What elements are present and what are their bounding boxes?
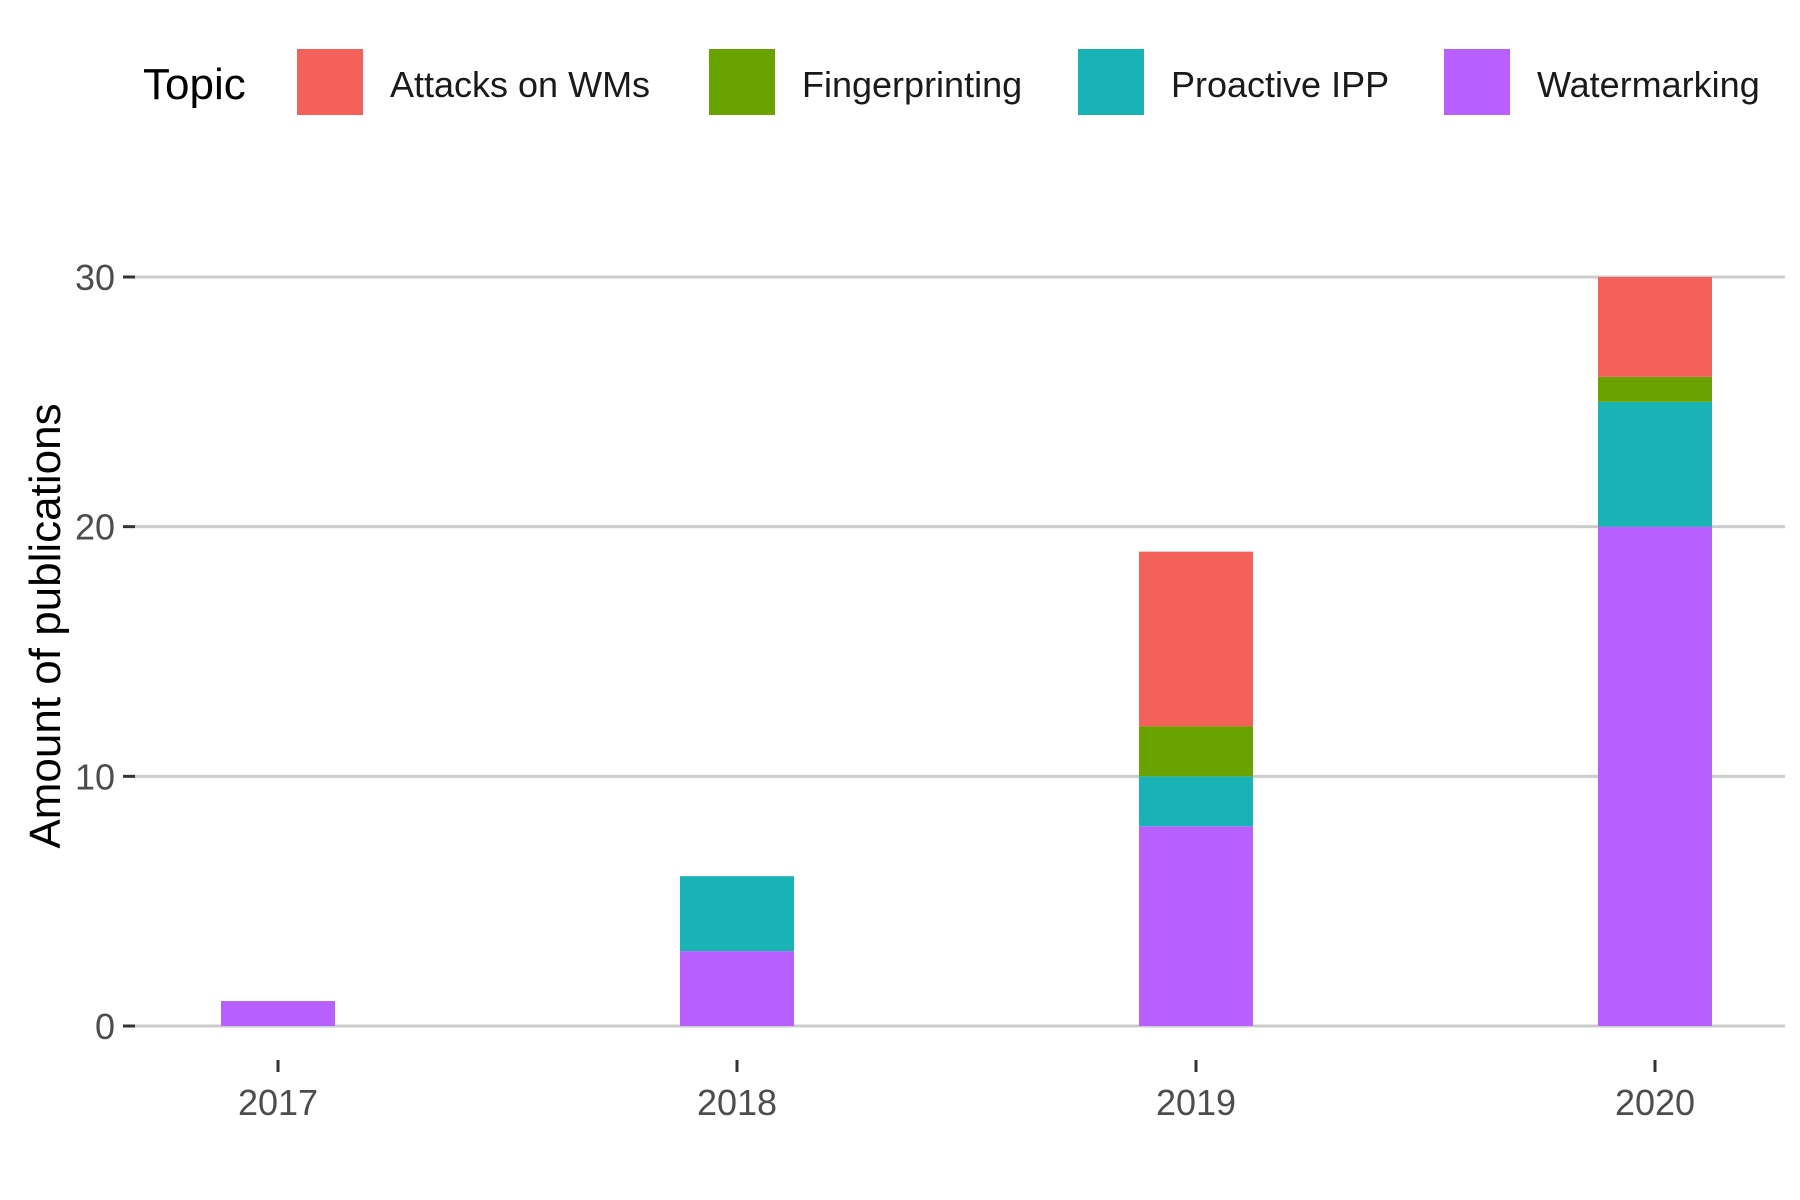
legend-key-attacks-on-wms — [297, 49, 363, 115]
y-tick-label-10: 10 — [75, 756, 115, 797]
legend-title: Topic — [143, 60, 246, 109]
y-axis: 0 10 20 30 — [75, 257, 135, 1047]
bars — [221, 277, 1712, 1026]
bar-2017-watermarking — [221, 1001, 335, 1026]
legend-label-fingerprinting: Fingerprinting — [802, 64, 1022, 105]
y-tick-label-0: 0 — [95, 1006, 115, 1047]
x-tick-label-2018: 2018 — [697, 1082, 777, 1123]
legend-key-proactive-ipp — [1078, 49, 1144, 115]
bar-2019-watermarking — [1139, 826, 1253, 1026]
bar-2020-attacks-on-wms — [1598, 277, 1712, 377]
legend-key-watermarking — [1444, 49, 1510, 115]
legend: Topic Attacks on WMs Fingerprinting Proact… — [143, 49, 1760, 115]
bar-2020-watermarking — [1598, 526, 1712, 1026]
legend-label-watermarking: Watermarking — [1537, 64, 1760, 105]
bar-2018-proactive-ipp — [680, 876, 794, 952]
y-axis-title: Amount of publications — [21, 403, 70, 848]
bar-2019-fingerprinting — [1139, 726, 1253, 777]
x-tick-label-2017: 2017 — [238, 1082, 318, 1123]
x-axis: 2017 2018 2019 2020 — [238, 1060, 1695, 1123]
bar-2020-proactive-ipp — [1598, 401, 1712, 527]
bar-2018-watermarking — [680, 951, 794, 1026]
x-tick-label-2019: 2019 — [1156, 1082, 1236, 1123]
bar-2019-attacks-on-wms — [1139, 551, 1253, 727]
legend-label-attacks-on-wms: Attacks on WMs — [390, 64, 650, 105]
y-tick-label-30: 30 — [75, 257, 115, 298]
bar-2020-fingerprinting — [1598, 376, 1712, 402]
legend-key-fingerprinting — [709, 49, 775, 115]
gridlines — [135, 275, 1785, 1028]
bar-2019-proactive-ipp — [1139, 776, 1253, 827]
x-tick-label-2020: 2020 — [1615, 1082, 1695, 1123]
y-tick-label-20: 20 — [75, 507, 115, 548]
legend-label-proactive-ipp: Proactive IPP — [1171, 64, 1389, 105]
